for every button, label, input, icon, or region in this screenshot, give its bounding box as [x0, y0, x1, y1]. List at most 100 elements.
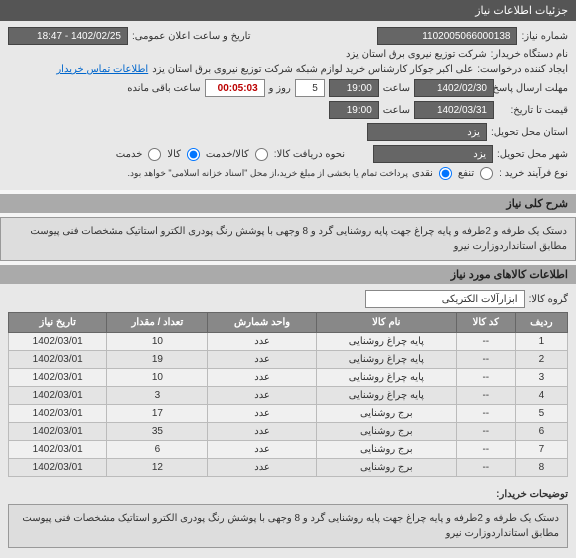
time-label-1: ساعت [383, 83, 410, 94]
table-cell: -- [456, 423, 515, 441]
table-cell: 1402/03/01 [9, 441, 107, 459]
table-cell: عدد [208, 333, 316, 351]
table-row: 8--برج روشناییعدد121402/03/01 [9, 459, 568, 477]
buyer-name-label: نام دستگاه خریدار: [491, 49, 568, 60]
table-cell: 1402/03/01 [9, 459, 107, 477]
table-cell: 2 [515, 351, 567, 369]
table-cell: -- [456, 405, 515, 423]
table-cell: برج روشنایی [316, 459, 456, 477]
payment-opt-2: نقدی [412, 168, 433, 179]
table-cell: -- [456, 333, 515, 351]
delivery-opt-3: خدمت [116, 149, 143, 160]
table-cell: 19 [107, 351, 208, 369]
payment-note: پرداخت تمام یا بخشی از مبلغ خرید،از محل … [128, 168, 408, 179]
table-cell: 5 [515, 405, 567, 423]
table-cell: -- [456, 369, 515, 387]
payment-opt-1: تنفع [458, 168, 474, 179]
goods-section-title: اطلاعات کالاهای مورد نیاز [0, 265, 576, 284]
table-cell: 1402/03/01 [9, 351, 107, 369]
table-cell: 4 [515, 387, 567, 405]
goods-table: ردیفکد کالانام کالاواحد شمارشتعداد / مقد… [8, 312, 568, 477]
group-label: گروه کالا: [529, 294, 568, 305]
table-cell: 3 [107, 387, 208, 405]
table-cell: عدد [208, 423, 316, 441]
province: یزد [367, 123, 487, 141]
table-header: تعداد / مقدار [107, 313, 208, 333]
table-cell: 35 [107, 423, 208, 441]
table-row: 5--برج روشناییعدد171402/03/01 [9, 405, 568, 423]
announce-value: 1402/02/25 - 18:47 [8, 27, 128, 45]
deadline-date: 1402/02/30 [414, 79, 494, 97]
requester-label: ایجاد کننده درخواست: [477, 64, 568, 75]
validity-date: 1402/03/31 [414, 101, 494, 119]
table-cell: -- [456, 387, 515, 405]
days: 5 [295, 79, 325, 97]
table-cell: پایه چراغ روشنایی [316, 387, 456, 405]
table-cell: 8 [515, 459, 567, 477]
table-cell: 7 [515, 441, 567, 459]
table-cell: 10 [107, 369, 208, 387]
table-cell: برج روشنایی [316, 405, 456, 423]
requester: علی اکبر جوکار کارشناس خرید لوازم شبکه ش… [152, 64, 473, 75]
validity-label: قیمت تا تاریخ: [498, 105, 568, 116]
delivery-radio-2[interactable] [187, 148, 200, 161]
province-label: استان محل تحویل: [491, 127, 568, 138]
table-cell: پایه چراغ روشنایی [316, 351, 456, 369]
table-cell: عدد [208, 405, 316, 423]
need-number: 1102005066000138 [377, 27, 517, 45]
need-section-title: شرح کلی نیاز [0, 194, 576, 213]
table-cell: -- [456, 459, 515, 477]
table-cell: پایه چراغ روشنایی [316, 333, 456, 351]
table-cell: برج روشنایی [316, 441, 456, 459]
payment-radio-1[interactable] [480, 167, 493, 180]
table-cell: -- [456, 441, 515, 459]
form-area: شماره نیاز: 1102005066000138 تاریخ و ساع… [0, 21, 576, 190]
table-header: تاریخ نیاز [9, 313, 107, 333]
table-cell: 1402/03/01 [9, 387, 107, 405]
validity-time: 19:00 [329, 101, 379, 119]
contact-link[interactable]: اطلاعات تماس خریدار [56, 64, 148, 75]
delivery-label: نحوه دریافت کالا: [274, 149, 345, 160]
buyer-name: شرکت توزیع نیروی برق استان یزد [346, 49, 487, 60]
table-row: 6--برج روشناییعدد351402/03/01 [9, 423, 568, 441]
need-desc: دستک یک طرفه و 2طرفه و پایه چراغ جهت پای… [0, 217, 576, 261]
table-cell: 6 [107, 441, 208, 459]
table-cell: 1 [515, 333, 567, 351]
table-row: 7--برج روشناییعدد61402/03/01 [9, 441, 568, 459]
table-cell: -- [456, 351, 515, 369]
table-header: کد کالا [456, 313, 515, 333]
days-label: روز و [269, 83, 291, 94]
table-cell: 12 [107, 459, 208, 477]
payment-label: نوع فرآیند خرید : [499, 168, 568, 179]
table-cell: برج روشنایی [316, 423, 456, 441]
table-cell: 1402/03/01 [9, 405, 107, 423]
delivery-opt-1: کالا/خدمت [206, 149, 249, 160]
page-header: جزئیات اطلاعات نیاز [0, 0, 576, 21]
delivery-opt-2: کالا [167, 149, 181, 160]
table-cell: عدد [208, 459, 316, 477]
table-row: 3--پایه چراغ روشناییعدد101402/03/01 [9, 369, 568, 387]
table-cell: 17 [107, 405, 208, 423]
deadline-label: مهلت ارسال پاسخ: [498, 83, 568, 94]
table-row: 4--پایه چراغ روشناییعدد31402/03/01 [9, 387, 568, 405]
table-row: 1--پایه چراغ روشناییعدد101402/03/01 [9, 333, 568, 351]
table-cell: پایه چراغ روشنایی [316, 369, 456, 387]
table-header: واحد شمارش [208, 313, 316, 333]
announce-label: تاریخ و ساعت اعلان عمومی: [132, 31, 251, 42]
remain: 00:05:03 [205, 79, 265, 97]
table-cell: 1402/03/01 [9, 333, 107, 351]
group: ابزارآلات الکتریکی [365, 290, 525, 308]
table-cell: 1402/03/01 [9, 423, 107, 441]
table-cell: 1402/03/01 [9, 369, 107, 387]
table-cell: عدد [208, 369, 316, 387]
city: یزد [373, 145, 493, 163]
table-row: 2--پایه چراغ روشناییعدد191402/03/01 [9, 351, 568, 369]
table-cell: عدد [208, 351, 316, 369]
table-header: نام کالا [316, 313, 456, 333]
delivery-radio-1[interactable] [255, 148, 268, 161]
deadline-time: 19:00 [329, 79, 379, 97]
table-cell: عدد [208, 387, 316, 405]
payment-radio-2[interactable] [439, 167, 452, 180]
delivery-radio-3[interactable] [148, 148, 161, 161]
table-cell: 10 [107, 333, 208, 351]
